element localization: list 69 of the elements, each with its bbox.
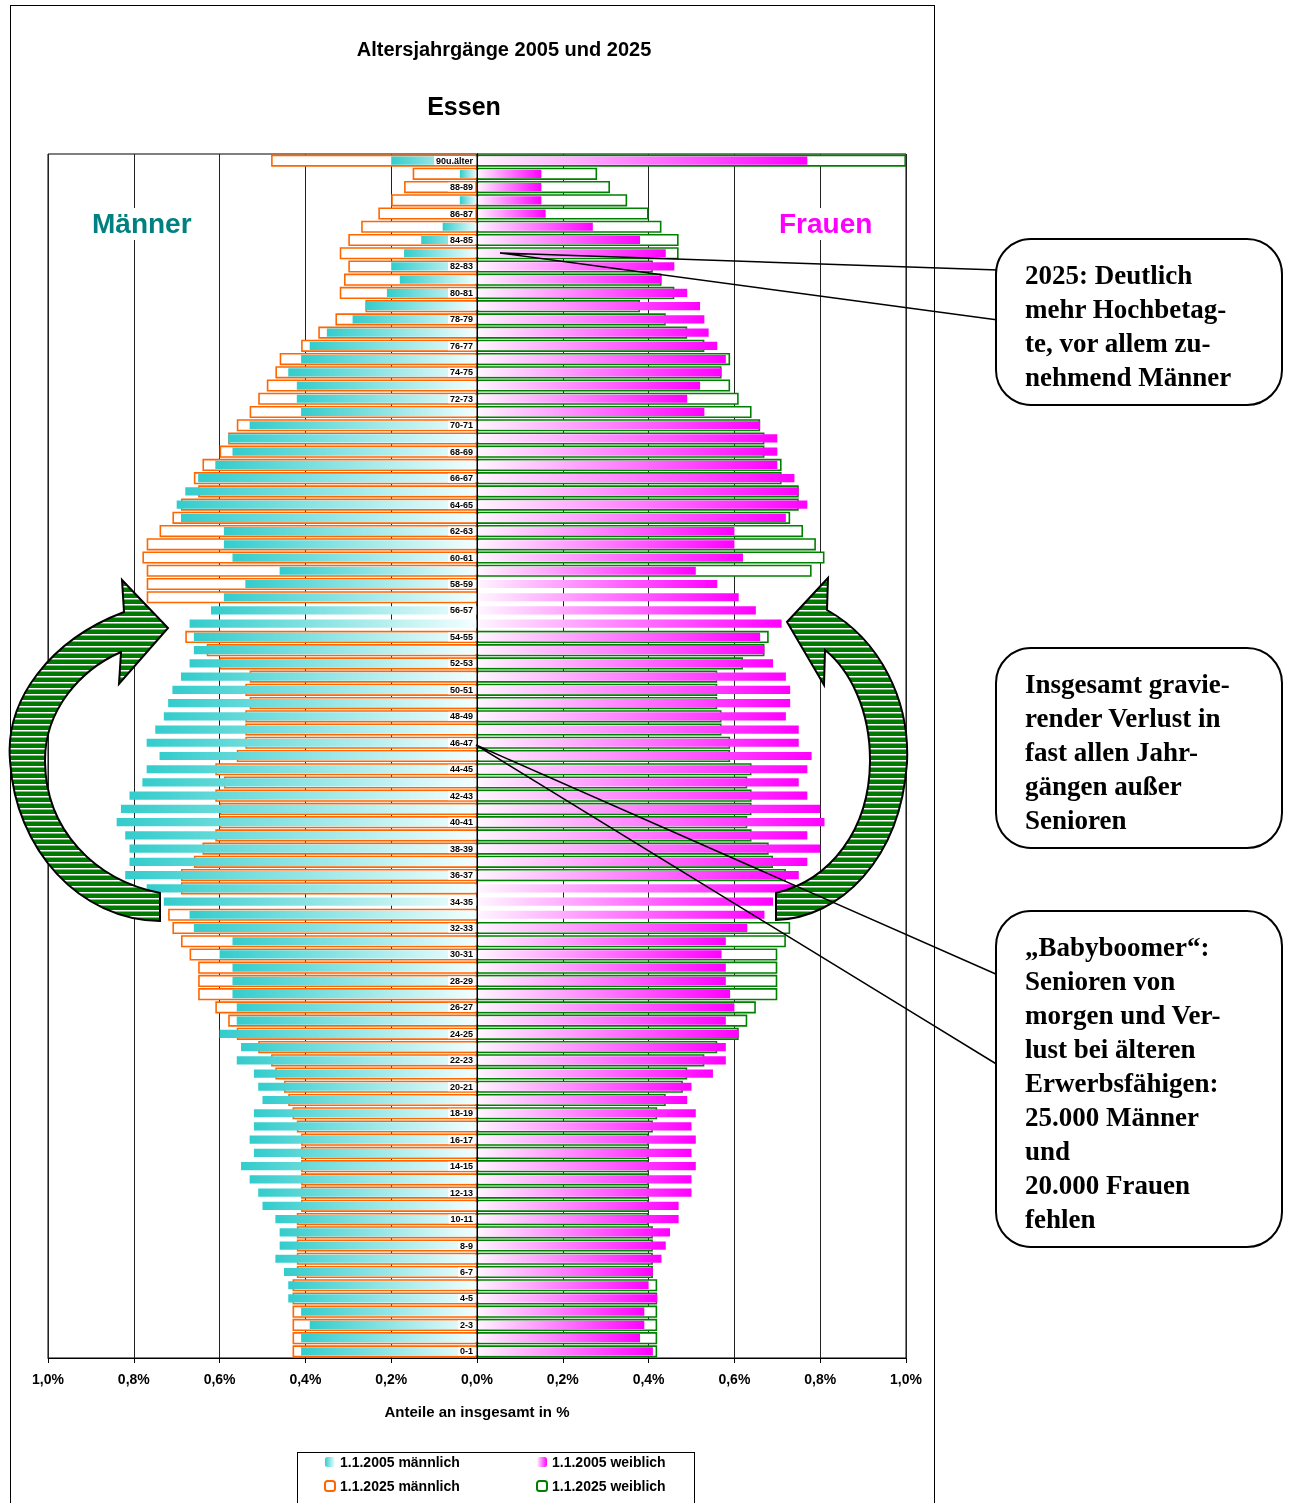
y-tick-label: 2-3 (459, 1319, 473, 1330)
y-tick-label: 52-53 (449, 658, 473, 669)
y-tick-label: 26-27 (449, 1002, 473, 1013)
y-tick-label: 62-63 (449, 526, 473, 537)
y-tick-label: 90u.älter (435, 155, 474, 166)
y-tick-label: 10-11 (450, 1214, 473, 1225)
y-tick-label: 82-83 (449, 261, 473, 272)
x-tick-label: 0,0% (461, 1371, 494, 1387)
y-tick-label: 64-65 (449, 499, 473, 510)
chart-subtitle: Essen (427, 91, 501, 120)
y-tick-label: 46-47 (449, 737, 473, 748)
y-tick-label: 88-89 (449, 182, 473, 193)
x-tick-label: 0,8% (804, 1371, 837, 1387)
y-tick-label: 36-37 (449, 870, 473, 881)
chart-title: Altersjahrgänge 2005 und 2025 (356, 38, 652, 60)
x-tick-label: 0,2% (375, 1371, 408, 1387)
legend-label: 1.1.2025 weiblich (552, 1478, 666, 1494)
y-tick-label: 74-75 (449, 367, 473, 378)
annotation: Frauen (775, 208, 877, 240)
y-tick-label: 78-79 (449, 314, 473, 325)
y-tick-label: 42-43 (449, 790, 473, 801)
y-tick-label: 24-25 (449, 1028, 473, 1039)
x-tick-label: 0,6% (718, 1371, 751, 1387)
y-tick-label: 0-1 (459, 1346, 473, 1357)
y-tick-label: 14-15 (449, 1161, 473, 1172)
y-tick-label: 50-51 (449, 684, 473, 695)
y-tick-label: 30-31 (449, 949, 473, 960)
x-tick-label: 1,0% (890, 1371, 923, 1387)
y-tick-label: 66-67 (449, 473, 473, 484)
x-tick-label: 0,6% (203, 1371, 237, 1387)
legend-label: 1.1.2005 männlich (340, 1454, 460, 1470)
y-tick-label: 44-45 (449, 764, 473, 775)
y-tick-label: 84-85 (449, 235, 473, 245)
y-tick-label: 56-57 (449, 605, 473, 616)
y-tick-label: 68-69 (449, 446, 473, 457)
y-tick-label: 70-71 (449, 420, 473, 431)
y-tick-label: 18-19 (449, 1108, 473, 1119)
y-tick-label: 58-59 (449, 579, 473, 589)
text: 2025: Deutlich mehr Hochbetag- te, vor allem zu- nehmend Männer (995, 238, 1283, 406)
y-tick-label: 54-55 (449, 631, 473, 642)
annotation: Männer (88, 208, 196, 240)
y-tick-label: 12-13 (449, 1187, 473, 1198)
y-tick-label: 76-77 (449, 340, 473, 351)
y-tick-label: 86-87 (449, 208, 473, 219)
y-tick-label: 80-81 (449, 287, 473, 298)
x-tick-label: 0,2% (546, 1371, 580, 1387)
y-tick-label: 38-39 (449, 843, 473, 854)
y-tick-label: 60-61 (449, 552, 473, 563)
x-axis-title: Anteile an insgesamt in % (384, 1403, 570, 1420)
x-tick-label: 0,4% (289, 1371, 322, 1387)
y-tick-label: 20-21 (449, 1081, 473, 1092)
x-tick-label: 1,0% (32, 1371, 65, 1387)
y-tick-label: 22-23 (449, 1055, 473, 1066)
x-tick-label: 0,8% (117, 1371, 151, 1387)
text: Insgesamt gravie- render Verlust in fast allen Jahr- gängen außer Senioren (995, 647, 1283, 849)
y-tick-label: 48-49 (449, 711, 473, 722)
y-tick-label: 34-35 (449, 896, 473, 907)
y-tick-label: 4-5 (459, 1293, 473, 1304)
y-tick-label: 8-9 (459, 1240, 473, 1251)
x-tick-label: 0,4% (632, 1371, 666, 1387)
legend-label: 1.1.2025 männlich (340, 1478, 460, 1494)
y-tick-label: 40-41 (449, 817, 473, 828)
y-tick-label: 28-29 (449, 975, 473, 986)
text: „Babyboomer“: Senioren von morgen und Ver- lust bei älteren Erwerbsfähigen: 25.000 Männer und 20.000 Frauen fehlen (1025, 932, 1221, 1234)
legend-label: 1.1.2005 weiblich (552, 1454, 666, 1470)
y-tick-label: 16-17 (449, 1134, 473, 1145)
y-tick-label: 6-7 (459, 1267, 473, 1277)
y-tick-label: 32-33 (449, 923, 473, 933)
y-tick-label: 72-73 (449, 393, 473, 404)
